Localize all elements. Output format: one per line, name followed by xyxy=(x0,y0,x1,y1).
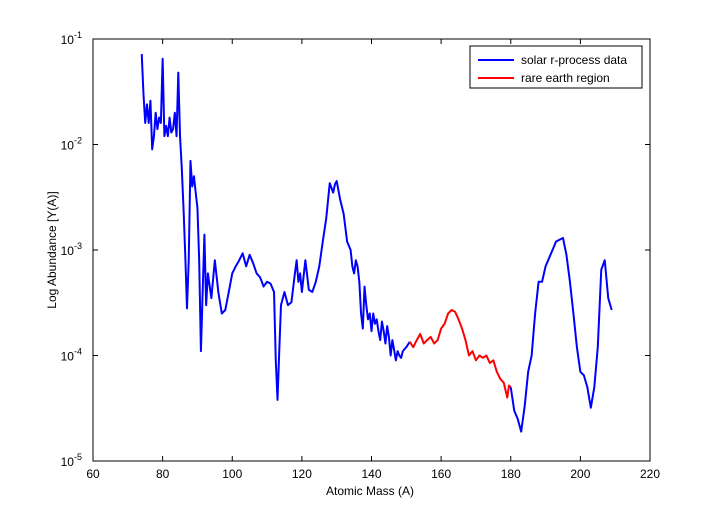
x-tick-label-160: 160 xyxy=(431,467,451,481)
y-axis-label: Log Abundance [Y(A)] xyxy=(45,191,59,308)
y-tick-label--1: 10-1 xyxy=(61,30,82,47)
series-lines xyxy=(140,54,613,433)
y-tick-labels: 10-5 10-4 10-3 10-2 10-1 xyxy=(61,30,82,469)
legend-label-rare-earth: rare earth region xyxy=(521,71,610,85)
series-line-2 xyxy=(509,236,613,433)
y-tick-label--5: 10-5 xyxy=(61,452,82,469)
legend-label-solar: solar r-process data xyxy=(521,53,627,67)
y-tick-label--4: 10-4 xyxy=(61,347,82,364)
y-tick-label--3: 10-3 xyxy=(61,241,82,258)
x-tick-label-180: 180 xyxy=(501,467,521,481)
x-tick-label-120: 120 xyxy=(292,467,312,481)
ticks xyxy=(92,38,651,462)
x-tick-label-200: 200 xyxy=(570,467,590,481)
legend: solar r-process data rare earth region xyxy=(469,45,643,89)
x-tick-label-100: 100 xyxy=(222,467,242,481)
series-line-0 xyxy=(140,54,411,401)
x-axis-label: Atomic Mass (A) xyxy=(326,484,414,498)
series-line-1 xyxy=(408,308,512,399)
y-tick-label--2: 10-2 xyxy=(61,136,82,153)
x-tick-label-220: 220 xyxy=(640,467,660,481)
x-tick-labels: 60 80 100 120 140 160 180 200 220 xyxy=(86,467,660,481)
legend-box xyxy=(469,45,643,89)
x-tick-label-80: 80 xyxy=(156,467,170,481)
x-tick-label-140: 140 xyxy=(361,467,381,481)
x-tick-label-60: 60 xyxy=(86,467,100,481)
